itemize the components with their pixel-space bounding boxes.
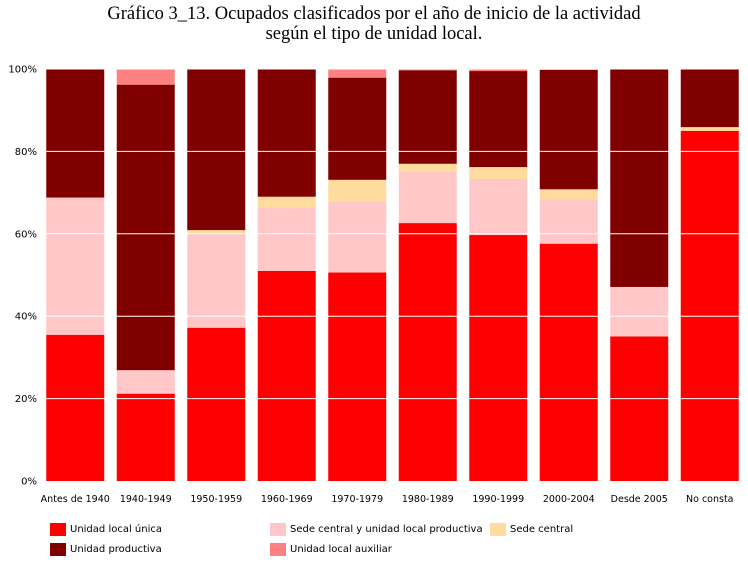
bar-segment xyxy=(187,69,246,231)
bar-segment xyxy=(539,69,598,190)
legend-item: Unidad productiva xyxy=(50,542,162,556)
bar-segment xyxy=(46,69,105,198)
bar-segment xyxy=(116,393,175,481)
bar-segment xyxy=(680,69,739,128)
bar-segment xyxy=(398,171,457,224)
bar-segment xyxy=(187,233,246,328)
bar-segment xyxy=(398,70,457,164)
legend-label: Unidad local única xyxy=(70,523,162,535)
y-tick-label: 60% xyxy=(15,229,37,240)
x-tick-label: 1940-1949 xyxy=(120,494,172,505)
legend-swatch xyxy=(270,542,286,556)
bar-segment xyxy=(328,179,387,202)
legend-label: Sede central xyxy=(510,523,574,535)
bar-segment xyxy=(539,243,598,481)
chart-title: Gráfico 3_13. Ocupados clasificados por … xyxy=(0,4,748,44)
bar-segment xyxy=(610,69,669,287)
y-tick-label: 80% xyxy=(15,147,37,158)
y-tick-label: 40% xyxy=(15,312,37,323)
bar-segment xyxy=(469,71,528,168)
legend-label: Sede central y unidad local productiva xyxy=(290,523,483,535)
bar-segment xyxy=(398,163,457,172)
x-tick-label: 2000-2004 xyxy=(543,494,595,505)
x-tick-label: No consta xyxy=(686,494,734,505)
bar-segment xyxy=(257,207,316,271)
bar-segment xyxy=(398,223,457,481)
bar-segment xyxy=(328,272,387,481)
bar-segment xyxy=(680,127,739,131)
legend-item: Unidad local auxiliar xyxy=(270,542,392,556)
bar-segment xyxy=(328,69,387,78)
legend-label: Unidad productiva xyxy=(70,543,162,555)
bar-segment xyxy=(257,270,316,481)
bar-segment xyxy=(46,334,105,481)
bar-segment xyxy=(46,197,105,335)
bar-segment xyxy=(469,179,528,236)
y-tick-label: 100% xyxy=(8,65,37,76)
bar-segment xyxy=(539,189,598,200)
x-tick-label: Antes de 1940 xyxy=(41,494,110,505)
legend-item: Sede central y unidad local productiva xyxy=(270,522,483,536)
legend-swatch xyxy=(270,522,286,536)
bar-segment xyxy=(610,286,669,337)
bar-segment xyxy=(539,199,598,244)
bar-segment xyxy=(398,69,457,71)
bar-segment xyxy=(116,370,175,394)
bar-segment xyxy=(469,167,528,180)
legend-label: Unidad local auxiliar xyxy=(290,543,392,555)
bar-segment xyxy=(680,130,739,482)
x-tick-label: 1950-1959 xyxy=(190,494,242,505)
legend-swatch xyxy=(50,522,66,536)
y-tick-label: 20% xyxy=(15,394,37,405)
bar-segment xyxy=(328,77,387,180)
legend-item: Unidad local única xyxy=(50,522,162,536)
y-tick-label: 0% xyxy=(21,477,37,488)
x-tick-label: 1970-1979 xyxy=(331,494,383,505)
chart-title-line-2: según el tipo de unidad local. xyxy=(265,24,483,44)
bar-segment xyxy=(610,336,669,481)
x-tick-label: 1960-1969 xyxy=(261,494,313,505)
bar-segment xyxy=(469,235,528,481)
legend-item: Sede central xyxy=(490,522,573,536)
x-tick-label: 1990-1999 xyxy=(472,494,524,505)
x-tick-label: 1980-1989 xyxy=(402,494,454,505)
chart-title-line-1: Gráfico 3_13. Ocupados clasificados por … xyxy=(107,4,641,24)
bar-segment xyxy=(328,201,387,273)
legend-swatch xyxy=(50,542,66,556)
bar-segment xyxy=(116,84,175,371)
bar-segment xyxy=(116,69,175,85)
bar-segment xyxy=(257,196,316,208)
bar-segment xyxy=(257,69,316,197)
legend-swatch xyxy=(490,522,506,536)
bar-segment xyxy=(187,327,246,481)
x-tick-label: Desde 2005 xyxy=(611,494,668,505)
bar-segment xyxy=(469,69,528,72)
bar-segment xyxy=(187,230,246,234)
